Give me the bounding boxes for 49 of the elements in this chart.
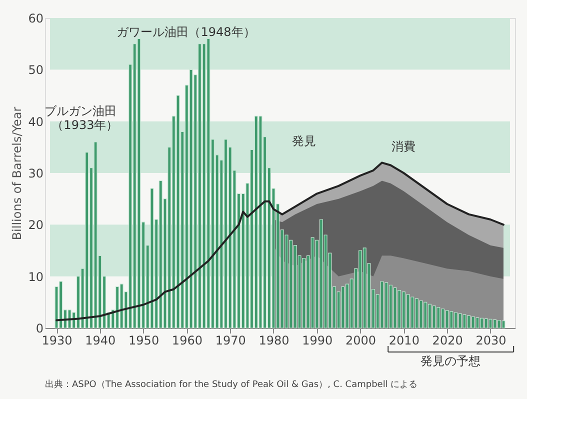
bar (120, 284, 124, 328)
bar (302, 258, 306, 328)
bar (462, 314, 466, 328)
y-tick-label: 20 (28, 218, 44, 232)
bar (484, 318, 488, 328)
bar (310, 237, 314, 328)
bar (410, 296, 414, 328)
line-series (56, 162, 504, 322)
text: 発見の予想 (420, 354, 481, 368)
bar (362, 248, 366, 328)
x-tick-label: 1990 (302, 334, 333, 348)
x-tick-label: 1940 (85, 334, 116, 348)
x-tick-label: 2010 (388, 334, 420, 348)
bar (406, 294, 410, 328)
bar (419, 300, 423, 328)
x-tick-label: 1930 (42, 334, 72, 348)
x-tick-label: 1950 (128, 334, 160, 348)
x-tick-label: 1960 (172, 334, 202, 348)
y-tick-label: 50 (28, 63, 44, 78)
x-tick-label: 1980 (258, 334, 290, 348)
x-tick-label: 2030 (476, 334, 506, 348)
bar (432, 305, 436, 328)
annotation: ブルガン油田 (44, 104, 116, 118)
source-note: 出典：ASPO（The Association for the Study of Peak Oil & Gas）, C. Campbell による (45, 379, 418, 390)
y-tick-label: 0 (36, 322, 44, 336)
bar (471, 316, 475, 328)
y-axis-title: Billions of Barrels/Year (10, 106, 24, 240)
bar (424, 302, 428, 328)
text: 発見 (292, 134, 316, 148)
x-tick-label: 1970 (215, 334, 246, 348)
bar (488, 318, 492, 328)
bar (341, 286, 345, 328)
x-tick-label: 2020 (432, 334, 463, 348)
bar (450, 311, 454, 328)
bar (393, 287, 397, 328)
annotation: （1933年） (52, 118, 118, 132)
y-tick-label: 10 (28, 270, 44, 284)
bar (502, 320, 506, 328)
bar (380, 281, 384, 328)
series-label: 消費 (392, 139, 416, 154)
annotation: ガワール油田（1948年） (116, 24, 256, 39)
bar (436, 307, 440, 328)
x-tick-label: 2000 (346, 334, 376, 348)
bar (476, 317, 480, 328)
bar (445, 310, 449, 328)
y-tick-label: 40 (28, 114, 44, 129)
y-tick-label: 60 (28, 12, 44, 26)
y-tick-label: 30 (28, 166, 44, 180)
bar (458, 313, 462, 328)
